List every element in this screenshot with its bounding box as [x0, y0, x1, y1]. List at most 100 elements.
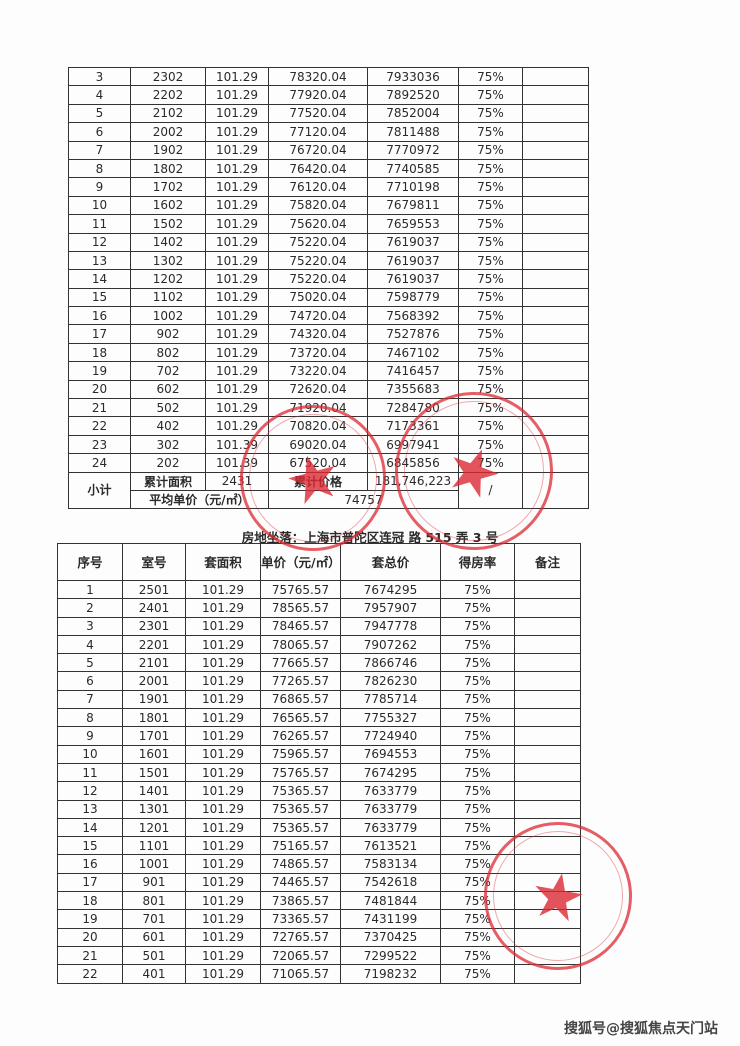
avg-price-label: 平均单价（元/㎡） — [130, 489, 269, 510]
total-price-value: 181,746,223 — [367, 471, 459, 491]
table-cell: 9 — [57, 726, 123, 746]
table-row: 1 2501 101.29 75765.57 7674295 75% — [57, 579, 581, 600]
table-cell: 7527876 — [367, 324, 459, 344]
table-cell: 23 — [68, 434, 131, 455]
table-cell: 75% — [458, 122, 523, 142]
table-cell: 101.29 — [205, 269, 269, 289]
column-header: 套总价 — [340, 543, 441, 581]
table-cell — [522, 434, 589, 455]
table-cell — [522, 342, 589, 363]
table-cell: 75% — [458, 66, 523, 87]
table-cell: 74465.57 — [260, 872, 341, 893]
table-row: 3 2301 101.29 78465.57 7947778 75% — [57, 616, 581, 636]
table-cell: 73865.57 — [260, 891, 341, 911]
table-cell — [514, 634, 581, 655]
table-cell: 75% — [440, 762, 515, 783]
table-cell — [514, 616, 581, 636]
table-row: 18 801 101.29 73865.57 7481844 75% — [57, 891, 581, 911]
table-cell: 101.29 — [205, 214, 269, 234]
table-cell: 7866746 — [340, 653, 441, 673]
column-header: 序号 — [57, 543, 123, 581]
table-cell: 4 — [68, 85, 131, 105]
table-cell: 75% — [440, 836, 515, 856]
table-cell — [514, 817, 581, 838]
table-cell: 7598779 — [367, 287, 459, 308]
table-cell: 75165.57 — [260, 836, 341, 856]
table-cell: 101.29 — [205, 250, 269, 271]
table-cell: 8 — [57, 708, 123, 728]
table-cell: 2301 — [122, 616, 186, 636]
table-cell: 75% — [458, 361, 523, 381]
table-header: 序号 室号 套面积 单价（元/㎡） 套总价 得房率 备注 — [57, 543, 581, 581]
table-cell: 7633779 — [340, 799, 441, 819]
table-cell: 7633779 — [340, 781, 441, 801]
table-cell: 6 — [57, 671, 123, 691]
table-cell: 101.29 — [185, 909, 261, 929]
table-cell: 7 — [57, 689, 123, 710]
table-cell: 75% — [440, 579, 515, 600]
table-cell: 1902 — [130, 140, 206, 160]
table-cell: 75% — [458, 195, 523, 216]
table-cell: 1502 — [130, 214, 206, 234]
table-cell: 1801 — [122, 708, 186, 728]
table-cell: 2002 — [130, 122, 206, 142]
table-row: 22 402 101.29 70820.04 7173361 75% — [68, 416, 589, 436]
table-cell: 73365.57 — [260, 909, 341, 929]
table-cell: 7613521 — [340, 836, 441, 856]
table-cell: 7933036 — [367, 66, 459, 87]
table-cell: 16 — [68, 306, 131, 326]
column-header: 备注 — [514, 543, 581, 581]
table-cell: 20 — [57, 927, 123, 947]
table-cell: 7355683 — [367, 379, 459, 400]
table-row: 22 401 101.29 71065.57 7198232 75% — [57, 964, 581, 984]
table-row: 5 2101 101.29 77665.57 7866746 75% — [57, 653, 581, 673]
table-cell: 75% — [458, 287, 523, 308]
table-cell: 702 — [130, 361, 206, 381]
table-cell: 101.29 — [185, 726, 261, 746]
table-cell: 75365.57 — [260, 817, 341, 838]
table-cell: 76265.57 — [260, 726, 341, 746]
table-cell — [514, 726, 581, 746]
table-cell: 1201 — [122, 817, 186, 838]
table-cell — [514, 708, 581, 728]
table-cell: 13 — [68, 250, 131, 271]
table-cell: 101.29 — [185, 653, 261, 673]
table-cell: 7674295 — [340, 579, 441, 600]
table-cell: 75820.04 — [268, 195, 368, 216]
table-cell: 402 — [130, 416, 206, 436]
table-cell: 901 — [122, 872, 186, 893]
table-cell: 501 — [122, 945, 186, 966]
table-cell — [514, 579, 581, 600]
table-cell: 19 — [57, 909, 123, 929]
table-row: 13 1301 101.29 75365.57 7633779 75% — [57, 799, 581, 819]
table-cell: 3 — [68, 66, 131, 87]
table-cell: 75% — [458, 379, 523, 400]
table-cell — [514, 598, 581, 618]
table-cell: 7619037 — [367, 250, 459, 271]
table-cell — [514, 945, 581, 966]
table-cell: 22 — [57, 964, 123, 984]
table-cell: 74865.57 — [260, 854, 341, 874]
table-cell: 101.29 — [185, 927, 261, 947]
table-cell: 7198232 — [340, 964, 441, 984]
table-cell: 1402 — [130, 232, 206, 252]
table-cell: 401 — [122, 964, 186, 984]
table-cell: 101.29 — [205, 140, 269, 160]
table-cell: 72065.57 — [260, 945, 341, 966]
table-cell: 1202 — [130, 269, 206, 289]
table-cell: 75365.57 — [260, 799, 341, 819]
table-cell: 2001 — [122, 671, 186, 691]
table-cell: 16 — [57, 854, 123, 874]
table-cell: 202 — [130, 453, 206, 473]
subtotal-remark — [522, 471, 589, 510]
table-cell: 75% — [440, 817, 515, 838]
table-cell: 101.29 — [185, 964, 261, 984]
column-header: 套面积 — [185, 543, 261, 581]
table-cell: 12 — [57, 781, 123, 801]
table-row: 12 1402 101.29 75220.04 7619037 75% — [68, 232, 589, 252]
table-cell: 101.29 — [205, 158, 269, 179]
table-row: 15 1102 101.29 75020.04 7598779 75% — [68, 287, 589, 308]
table-cell: 302 — [130, 434, 206, 455]
table-row: 11 1501 101.29 75765.57 7674295 75% — [57, 762, 581, 783]
table-cell: 74720.04 — [268, 306, 368, 326]
